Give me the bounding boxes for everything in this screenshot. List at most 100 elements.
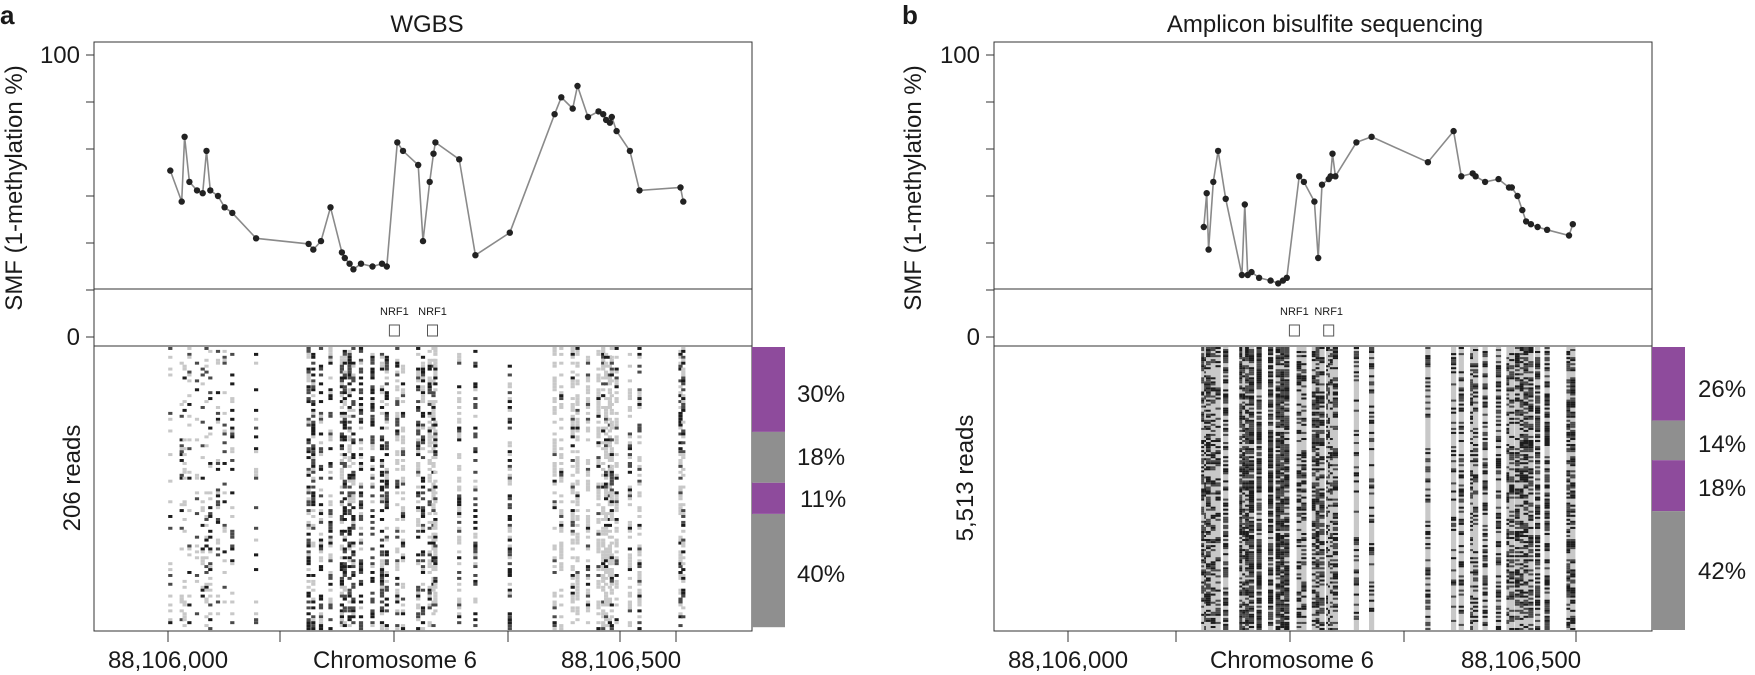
heatmap-cell (1256, 609, 1262, 612)
heatmap-cell (358, 582, 364, 586)
heatmap-cell (609, 361, 614, 365)
heatmap-cell (1458, 484, 1464, 487)
heatmap-cell (370, 388, 375, 392)
heatmap-cell (1256, 395, 1262, 398)
heatmap-cell (351, 550, 356, 554)
heatmap-cell (339, 467, 344, 471)
heatmap-cell (395, 594, 400, 598)
heatmap-cell (1206, 500, 1212, 503)
heatmap-cell (1482, 565, 1488, 568)
heatmap-cell (1256, 440, 1262, 443)
heatmap-cell (342, 624, 347, 628)
heatmap-cell (328, 603, 333, 607)
heatmap-cell (570, 532, 575, 536)
heatmap-cell (575, 582, 580, 586)
data-point (1318, 181, 1326, 188)
heatmap-cell (614, 544, 619, 548)
heatmap-cell (328, 397, 333, 401)
heatmap-cell (1473, 383, 1479, 386)
heatmap-cell (427, 467, 432, 471)
heatmap-cell (1329, 367, 1336, 370)
data-point (1311, 198, 1318, 205)
heatmap-cell (1210, 452, 1216, 455)
heatmap-cell (1315, 567, 1321, 570)
heatmap-cell (585, 520, 591, 524)
heatmap-cell (575, 382, 580, 386)
heatmap-cell (473, 600, 478, 604)
heatmap-cell (1296, 607, 1302, 610)
heatmap-cell (1369, 419, 1375, 422)
heatmap-cell (1284, 583, 1290, 586)
heatmap-cell (1329, 541, 1336, 544)
heatmap-cell (596, 600, 601, 604)
heatmap-cell (1206, 444, 1212, 447)
heatmap-cell (395, 482, 400, 486)
heatmap-cell (601, 367, 606, 371)
heatmap-cell (379, 509, 385, 513)
heatmap-cell (1280, 407, 1286, 410)
heatmap-cell (1206, 413, 1212, 416)
heatmap-cell (1275, 621, 1281, 624)
heatmap-cell (1210, 593, 1216, 596)
heatmap-cell (1506, 607, 1512, 610)
heatmap-cell (318, 450, 324, 454)
heatmap-cell (182, 585, 187, 589)
heatmap-cell (1506, 535, 1512, 538)
heatmap-cell (1329, 401, 1336, 404)
data-point (346, 260, 353, 267)
heatmap-cell (384, 467, 389, 471)
heatmap-cell (1506, 522, 1512, 525)
heatmap-cell (627, 494, 632, 498)
heatmap-cell (637, 509, 642, 513)
heatmap-cell (1245, 466, 1251, 469)
heatmap-cell (427, 520, 432, 524)
heatmap-cell (1315, 591, 1321, 594)
heatmap-cell (1275, 488, 1281, 491)
heatmap-cell (311, 432, 316, 436)
heatmap-cell (204, 588, 209, 592)
heatmap-cell (1473, 365, 1479, 368)
heatmap-cell (1495, 557, 1502, 560)
heatmap-cell (601, 562, 606, 566)
heatmap-cell (1319, 597, 1325, 600)
data-point (221, 204, 228, 211)
heatmap-cell (1280, 520, 1286, 523)
heatmap-cell (351, 585, 356, 589)
heatmap-cell (379, 571, 385, 574)
heatmap-cell (1451, 605, 1457, 608)
heatmap-cell (1311, 502, 1317, 505)
heatmap-cell (427, 429, 432, 433)
heatmap-cell (678, 414, 683, 418)
heatmap-cell (637, 482, 642, 486)
heatmap-cell (585, 355, 591, 359)
heatmap-cell (604, 364, 609, 368)
heatmap-cell (395, 411, 400, 415)
heatmap-cell (1239, 567, 1245, 570)
heatmap-cell (222, 550, 227, 554)
heatmap-cell (1280, 357, 1286, 360)
heatmap-cell (1319, 500, 1325, 503)
heatmap-cell (609, 423, 614, 427)
heatmap-cell (1239, 512, 1245, 515)
heatmap-cell (168, 515, 173, 518)
heatmap-cell (1215, 559, 1221, 562)
heatmap-cell (1311, 543, 1317, 546)
heatmap-cell (1245, 486, 1251, 489)
heatmap-cell (681, 397, 686, 401)
heatmap-cell (1256, 573, 1262, 576)
heatmap-cell (585, 429, 591, 433)
heatmap-cell (1280, 526, 1286, 529)
heatmap-cell (552, 364, 557, 368)
heatmap-cell (347, 624, 352, 628)
heatmap-cell (627, 391, 632, 395)
heatmap-cell (681, 568, 686, 572)
heatmap-cell (1256, 541, 1262, 544)
heatmap-cell (1206, 468, 1212, 471)
heatmap-cell (1201, 349, 1207, 352)
heatmap-cell (507, 588, 512, 592)
heatmap-cell (182, 376, 187, 380)
heatmap-cell (1248, 407, 1255, 410)
heatmap-cell (1248, 480, 1255, 483)
heatmap-cell (507, 459, 512, 462)
heatmap-cell (420, 506, 426, 510)
